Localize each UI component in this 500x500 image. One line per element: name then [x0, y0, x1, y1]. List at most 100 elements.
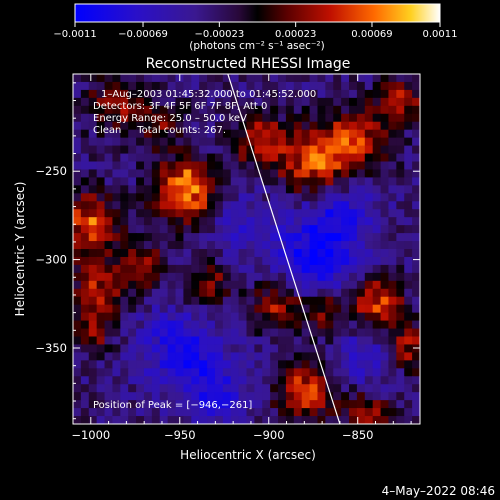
heatmap-cell [112, 97, 121, 107]
heatmap-cell [301, 384, 311, 393]
heatmap-cell [222, 416, 232, 424]
heatmap-cell [104, 376, 114, 385]
heatmap-cell [372, 209, 382, 218]
heatmap-cell [96, 185, 106, 194]
heatmap-cell [325, 416, 334, 424]
heatmap-cell [136, 249, 145, 258]
heatmap-cell [254, 177, 263, 186]
heatmap-cell [128, 280, 137, 290]
heatmap-cell [159, 328, 169, 338]
heatmap-cell [309, 304, 319, 314]
heatmap-cell [112, 121, 121, 131]
heatmap-cell [341, 177, 350, 186]
heatmap-cell [175, 97, 185, 107]
heatmap-cell [151, 360, 161, 369]
heatmap-cell [222, 129, 232, 139]
heatmap-cell [143, 209, 153, 218]
heatmap-cell [73, 161, 82, 171]
heatmap-cell [270, 296, 279, 306]
heatmap-cell [301, 368, 311, 377]
heatmap-cell [191, 376, 200, 385]
heatmap-cell [199, 288, 208, 298]
heatmap-cell [73, 185, 82, 194]
heatmap-cell [88, 256, 98, 266]
heatmap-cell [175, 360, 185, 369]
heatmap-cell [333, 129, 342, 139]
heatmap-cell [333, 201, 342, 210]
heatmap-cell [333, 328, 342, 338]
heatmap-cell [341, 249, 350, 258]
heatmap-cell [254, 193, 263, 202]
heatmap-cell [356, 105, 366, 115]
heatmap-cell [309, 121, 319, 131]
heatmap-cell [412, 296, 420, 306]
heatmap-cell [364, 153, 374, 163]
heatmap-cell [325, 296, 334, 306]
heatmap-cell [364, 121, 374, 131]
heatmap-cell [285, 312, 295, 322]
heatmap-cell [104, 169, 114, 178]
heatmap-cell [356, 209, 366, 218]
heatmap-cell [356, 392, 366, 401]
heatmap-cell [112, 74, 121, 83]
heatmap-cell [301, 352, 311, 361]
heatmap-cell [151, 272, 161, 282]
heatmap-cell [309, 264, 319, 274]
heatmap-cell [317, 177, 326, 186]
heatmap-cell [293, 97, 303, 107]
heatmap-cell [222, 264, 232, 274]
heatmap-cell [96, 201, 106, 210]
heatmap-cell [199, 113, 208, 123]
heatmap-cell [246, 225, 255, 234]
heatmap-cell [88, 153, 98, 163]
heatmap-cell [372, 312, 382, 322]
heatmap-cell [278, 225, 287, 234]
annotation-counts: Clean Total counts: 267. [93, 125, 226, 136]
heatmap-cell [88, 233, 98, 242]
heatmap-cell [191, 352, 200, 361]
heatmap-cell [151, 113, 161, 123]
heatmap-cell [278, 217, 287, 226]
heatmap-cell [183, 241, 192, 250]
heatmap-cell [349, 328, 358, 338]
heatmap-cell [301, 256, 311, 266]
heatmap-cell [88, 169, 98, 178]
heatmap-cell [356, 368, 366, 377]
heatmap-cell [88, 249, 98, 258]
heatmap-cell [325, 89, 334, 99]
heatmap-cell [230, 272, 240, 282]
heatmap-cell [317, 336, 326, 346]
heatmap-cell [246, 137, 255, 147]
heatmap-cell [364, 113, 374, 123]
heatmap-cell [246, 392, 255, 401]
peak-position-label: Position of Peak = [−946,−261] [93, 400, 252, 411]
heatmap-cell [80, 328, 90, 338]
heatmap-cell [333, 416, 342, 424]
heatmap-cell [207, 360, 216, 369]
heatmap-cell [183, 288, 192, 298]
heatmap-cell [333, 153, 342, 163]
heatmap-cell [175, 408, 185, 417]
heatmap-cell [262, 177, 271, 186]
heatmap-cell [254, 288, 263, 298]
heatmap-cell [199, 384, 208, 393]
heatmap-cell [262, 272, 271, 282]
heatmap-cell [73, 201, 82, 210]
heatmap-cell [309, 113, 319, 123]
heatmap-cell [404, 336, 413, 346]
heatmap-cell [293, 256, 303, 266]
heatmap-cell [246, 161, 255, 171]
heatmap-cell [349, 113, 358, 123]
heatmap-cell [128, 193, 137, 202]
heatmap-cell [333, 312, 342, 322]
heatmap-cell [183, 249, 192, 258]
heatmap-cell [230, 312, 240, 322]
heatmap-cell [325, 81, 334, 91]
heatmap-cell [301, 129, 311, 139]
heatmap-cell [73, 320, 82, 330]
heatmap-cell [136, 161, 145, 171]
heatmap-cell [349, 129, 358, 139]
heatmap-cell [214, 233, 224, 242]
heatmap-cell [222, 352, 232, 361]
heatmap-cell [136, 264, 145, 274]
